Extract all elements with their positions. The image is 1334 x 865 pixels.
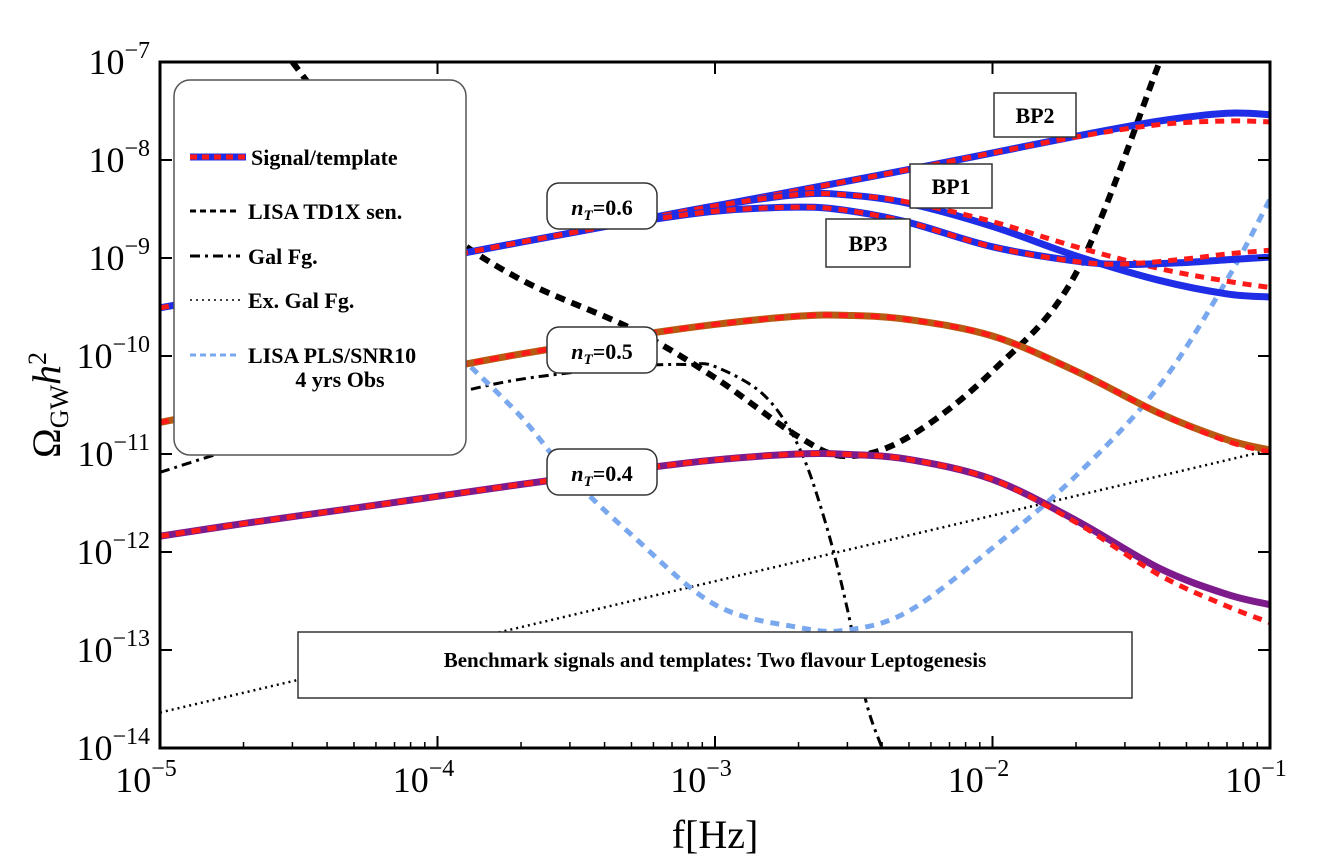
legend-label-2: Gal Fg. (248, 244, 318, 269)
x-tick-label-1: 10−4 (393, 756, 455, 800)
nt-04-label: nT=0.4 (546, 448, 658, 496)
svg-text:BP3: BP3 (848, 231, 887, 256)
legend-item-3: Ex. Gal Fg. (190, 288, 354, 313)
svg-text:ΩGWh2: ΩGWh2 (23, 352, 74, 458)
legend-box (173, 79, 467, 456)
legend-item-1: LISA TD1X sen. (190, 199, 402, 224)
svg-text:BP2: BP2 (1015, 103, 1054, 128)
y-tick-label-7: 10−14 (76, 724, 150, 768)
y-tick-label-0: 10−7 (88, 38, 150, 82)
x-axis-title: f[Hz] (672, 812, 759, 857)
series-3-line (631, 190, 1270, 290)
series-12-line (160, 448, 1270, 714)
caption-box: Benchmark signals and templates: Two fla… (297, 631, 1133, 699)
y-tick-label-5: 10−12 (76, 528, 150, 572)
bp2-label: BP2 (993, 92, 1077, 138)
series-5-line (631, 204, 1270, 267)
legend-label-0: Signal/template (251, 145, 398, 170)
y-tick-label-6: 10−13 (76, 626, 150, 670)
nt-05-label: nT=0.5 (546, 326, 658, 374)
y-tick-label-2: 10−9 (88, 234, 150, 278)
tick-layer: 10−5 10−4 10−3 10−2 10−1 10−7 10−8 10−9 10−10 10−… (76, 38, 1286, 800)
y-tick-label-3: 10−10 (76, 332, 150, 376)
svg-text:nT=0.6: nT=0.6 (571, 195, 632, 224)
legend-item-2: Gal Fg. (190, 244, 318, 269)
svg-text:nT=0.4: nT=0.4 (571, 461, 632, 490)
x-tick-label-3: 10−2 (948, 756, 1010, 800)
x-tick-label-4: 10−1 (1225, 756, 1287, 800)
svg-text:nT=0.5: nT=0.5 (571, 339, 632, 368)
legend-label-4-line2: 4 yrs Obs (295, 367, 385, 392)
series-10-line (290, 62, 1163, 460)
y-axis-title: ΩGWh2 (23, 352, 74, 458)
legend: Signal/template LISA TD1X sen. Gal Fg. Ex. … (190, 145, 416, 392)
bp3-label: BP3 (825, 218, 911, 268)
nt-06-label: nT=0.6 (546, 182, 658, 230)
legend-label-4: LISA PLS/SNR10 (248, 343, 416, 368)
x-tick-label-0: 10−5 (115, 756, 177, 800)
y-tick-label-1: 10−8 (88, 136, 150, 180)
legend-label-1: LISA TD1X sen. (248, 199, 402, 224)
bp1-label: BP1 (909, 163, 993, 209)
y-tick-label-4: 10−11 (77, 430, 150, 474)
series-9-line (160, 450, 1270, 626)
x-tick-label-2: 10−3 (670, 756, 732, 800)
legend-label-3: Ex. Gal Fg. (248, 288, 354, 313)
caption-text: Benchmark signals and templates: Two fla… (444, 648, 987, 672)
svg-text:BP1: BP1 (931, 174, 970, 199)
legend-item-0: Signal/template (190, 145, 398, 170)
series-8-line (160, 449, 1270, 609)
